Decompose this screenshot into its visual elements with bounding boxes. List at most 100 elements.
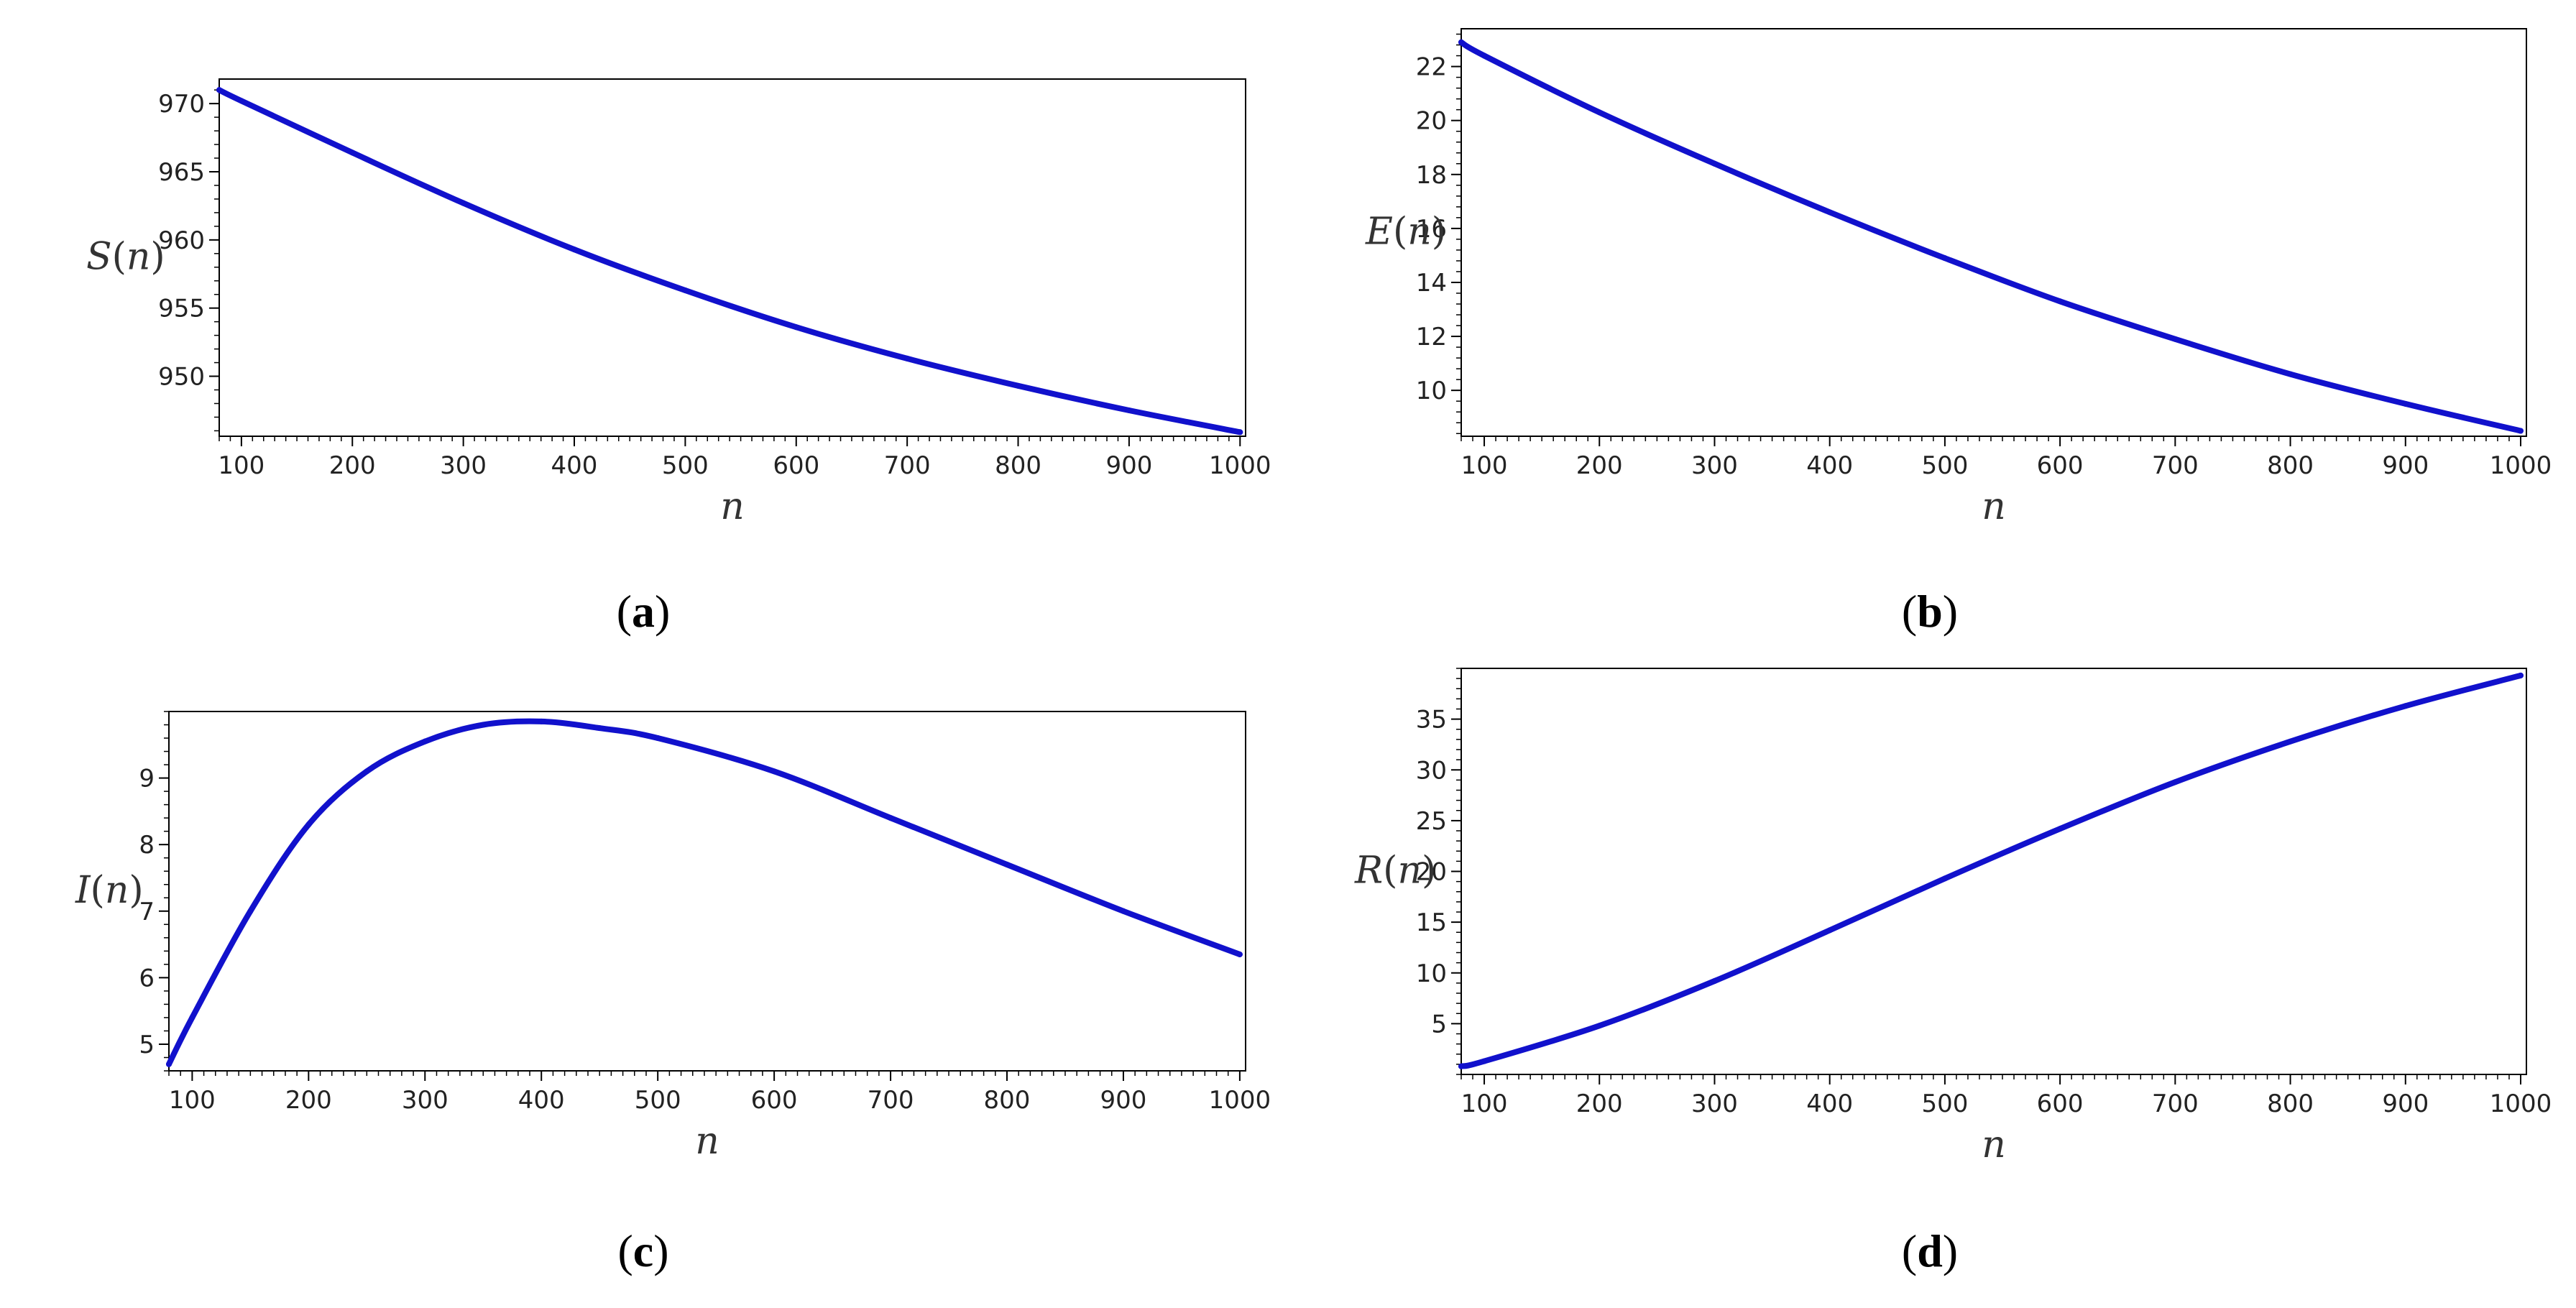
y-tick-label: 35: [1416, 706, 1447, 734]
y-axis-label: E(n): [1365, 211, 1446, 254]
x-tick-label: 800: [2267, 451, 2314, 480]
x-axis-label: n: [720, 485, 745, 528]
x-tick-label: 600: [751, 1086, 798, 1115]
data-point: [682, 287, 689, 294]
y-tick-label: 12: [1416, 323, 1447, 351]
y-axis-label: I(n): [75, 869, 144, 912]
x-tick-label: 100: [1461, 451, 1508, 480]
y-tick-label: 955: [158, 295, 205, 323]
y-label-argument: n: [105, 869, 129, 912]
x-axis-label: n: [1982, 1123, 2006, 1166]
y-label-close-paren: ): [129, 869, 143, 912]
data-point: [538, 718, 545, 724]
y-label-open-paren: (: [91, 869, 105, 912]
y-tick-label: 5: [1431, 1010, 1447, 1038]
data-point: [1596, 109, 1603, 116]
y-label-function: S: [86, 236, 112, 279]
x-tick-label: 800: [2267, 1090, 2314, 1118]
data-point: [1237, 429, 1243, 436]
x-axis-label: n: [695, 1120, 719, 1163]
x-tick-label: 100: [218, 451, 264, 480]
plot-frame: [218, 78, 1246, 437]
series-line: [1458, 672, 2524, 1069]
data-point: [238, 98, 244, 104]
caption-b: (b): [1902, 586, 1958, 637]
y-tick-label: 20: [1416, 107, 1447, 136]
caption-c: (c): [617, 1225, 668, 1276]
data-point: [1941, 875, 1948, 882]
data-point: [1826, 927, 1833, 934]
data-point: [2402, 400, 2409, 407]
x-tick-label: 500: [1921, 1090, 1968, 1118]
x-tick-label: 100: [1461, 1090, 1508, 1118]
x-tick-label: 200: [285, 1086, 332, 1115]
data-point: [1711, 160, 1718, 167]
data-point: [2517, 428, 2524, 434]
x-tick-label: 700: [2152, 1090, 2199, 1118]
x-tick-label: 100: [169, 1086, 216, 1115]
y-label-argument: n: [1407, 211, 1432, 254]
x-tick-label: 400: [551, 451, 598, 480]
x-tick-label: 700: [868, 1086, 914, 1115]
x-tick-label: 600: [2037, 1090, 2084, 1118]
y-axis-label: S(n): [86, 236, 165, 279]
y-tick-label: 5: [139, 1031, 155, 1059]
x-tick-label: 600: [773, 451, 819, 480]
y-tick-label: 965: [158, 158, 205, 187]
x-tick-label: 700: [884, 451, 931, 480]
y-tick-label: 16: [1416, 215, 1447, 244]
x-tick-label: 500: [662, 451, 709, 480]
y-tick-label: 20: [1416, 858, 1447, 887]
x-tick-label: 900: [1100, 1086, 1147, 1115]
x-tick-label: 900: [1105, 451, 1152, 480]
y-tick-label: 14: [1416, 269, 1447, 298]
x-tick-label: 500: [635, 1086, 681, 1115]
data-point: [1826, 209, 1833, 216]
x-tick-label: 800: [995, 451, 1041, 480]
y-label-function: I: [75, 869, 91, 912]
x-tick-label: 400: [1806, 1090, 1853, 1118]
data-point: [655, 735, 661, 742]
data-point: [1596, 1023, 1603, 1029]
x-tick-label: 500: [1921, 451, 1968, 480]
data-point: [571, 247, 578, 253]
y-tick-label: 7: [139, 898, 155, 926]
data-point: [2402, 703, 2409, 709]
x-tick-label: 200: [1576, 1090, 1623, 1118]
data-point: [1015, 382, 1021, 389]
data-point: [597, 725, 603, 732]
chart-panel-c: 100 200 300 400 500 600 700 800 900 100056789nI(n…: [75, 711, 1271, 1163]
y-tick-label: 970: [158, 90, 205, 119]
y-tick-label: 10: [1416, 959, 1447, 988]
y-label-open-paren: (: [1393, 211, 1407, 254]
plot-frame: [1460, 668, 2527, 1075]
x-tick-label: 900: [2382, 451, 2429, 480]
caption-d: (d): [1902, 1225, 1958, 1276]
y-tick-label: 6: [139, 964, 155, 992]
chart-panel-d: 100 200 300 400 500 600 700 800 900 1000 5 10 15 20 25…: [1354, 668, 2552, 1166]
y-tick-label: 950: [158, 363, 205, 392]
data-point: [1120, 908, 1126, 914]
plot-frame: [168, 711, 1246, 1072]
data-point: [364, 768, 370, 775]
x-tick-label: 1000: [1209, 1086, 1271, 1115]
series-line: [166, 718, 1243, 1067]
data-point: [1941, 255, 1948, 262]
data-point: [1458, 1063, 1464, 1069]
data-point: [166, 1061, 172, 1067]
y-tick-label: 18: [1416, 161, 1447, 190]
x-tick-label: 1000: [2490, 451, 2552, 480]
data-point: [460, 200, 466, 206]
data-point: [1481, 1058, 1488, 1064]
y-tick-label: 15: [1416, 908, 1447, 937]
y-axis-label: R(n): [1354, 849, 1436, 893]
x-tick-label: 400: [1806, 451, 1853, 480]
y-label-close-paren: ): [1432, 211, 1446, 254]
data-point: [793, 324, 799, 331]
data-point: [216, 87, 222, 93]
data-point: [1711, 978, 1718, 985]
y-tick-label: 8: [139, 831, 155, 860]
chart-panel-b: 100 200 300 400 500 600 700 800 900 1000 10 12 14 16 1…: [1365, 28, 2552, 528]
